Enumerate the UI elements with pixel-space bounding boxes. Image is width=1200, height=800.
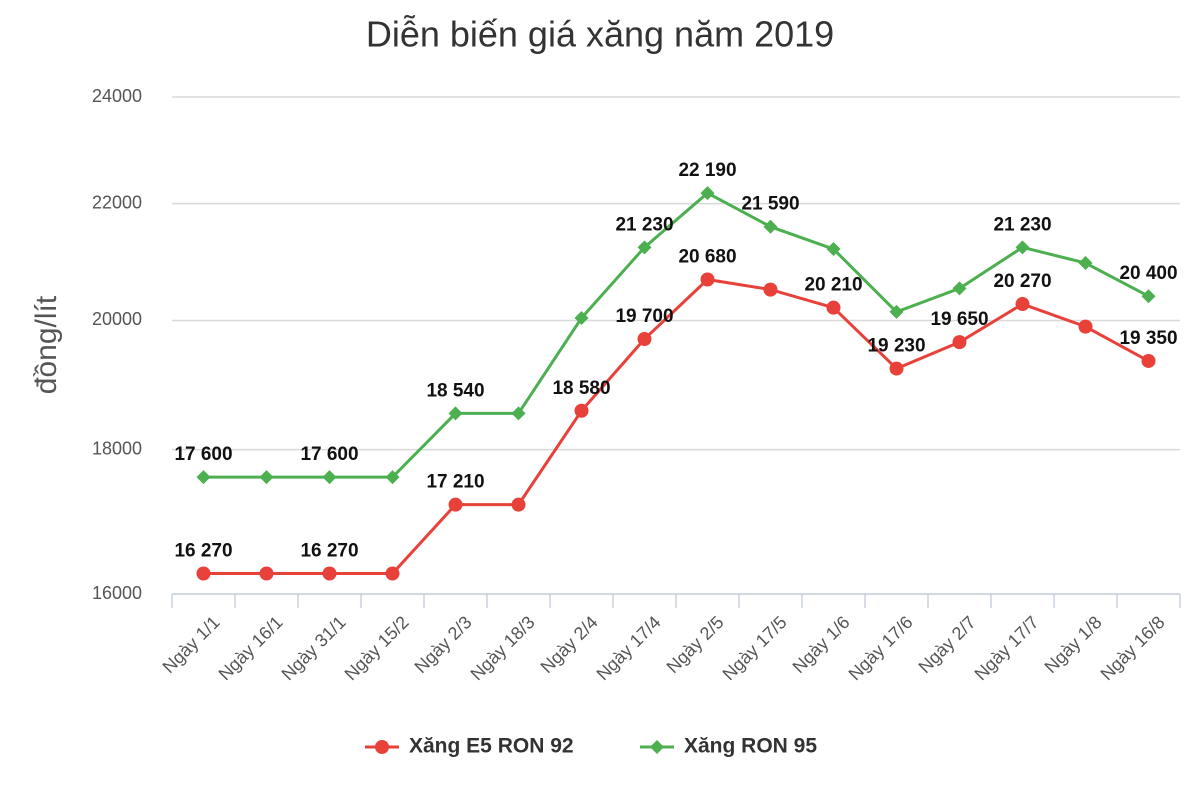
data-label: 20 680 [678, 247, 736, 268]
marker [1015, 297, 1030, 312]
data-label: 21 590 [741, 194, 799, 215]
marker [1141, 289, 1156, 304]
marker [763, 219, 778, 234]
marker [952, 281, 967, 296]
marker [385, 566, 400, 581]
y-tick-label: 22000 [92, 192, 142, 212]
x-tick-label: Ngày 17/4 [593, 612, 665, 684]
marker [259, 566, 274, 581]
marker [196, 470, 211, 485]
legend-item: Xăng RON 95 [640, 735, 817, 758]
marker [448, 497, 463, 512]
data-label: 20 210 [804, 275, 862, 296]
marker [1015, 240, 1030, 255]
legend-item: Xăng E5 RON 92 [365, 735, 574, 758]
data-label: 19 350 [1119, 328, 1177, 349]
marker [322, 566, 337, 581]
marker [763, 282, 778, 297]
marker [952, 335, 967, 350]
marker [889, 304, 904, 319]
data-label: 19 700 [615, 306, 673, 327]
x-tick-label: Ngày 1/6 [789, 612, 854, 677]
marker [375, 740, 389, 754]
data-label: 21 230 [615, 214, 673, 235]
marker [511, 497, 526, 512]
marker [511, 406, 526, 421]
y-tick-label: 16000 [92, 583, 142, 603]
x-tick-label: Ngày 1/8 [1041, 612, 1106, 677]
x-tick-label: Ngày 1/1 [159, 612, 224, 677]
marker [448, 406, 463, 421]
x-tick-label: Ngày 16/8 [1097, 612, 1169, 684]
x-tick-label: Ngày 31/1 [278, 612, 350, 684]
data-label: 20 270 [993, 271, 1051, 292]
marker [700, 186, 715, 201]
marker [385, 470, 400, 485]
data-label: 18 580 [552, 378, 610, 399]
data-label: 17 600 [300, 444, 358, 465]
x-tick-label: Ngày 2/4 [537, 612, 602, 677]
data-label: 19 650 [930, 309, 988, 330]
marker [322, 470, 337, 485]
chart-title: Diễn biến giá xăng năm 2019 [366, 14, 834, 55]
y-tick-label: 20000 [92, 309, 142, 329]
x-tick-label: Ngày 17/6 [845, 612, 917, 684]
y-axis-title: đồng/lít [30, 295, 63, 394]
marker [637, 332, 652, 347]
marker [1078, 319, 1093, 334]
y-tick-label: 18000 [92, 438, 142, 458]
x-tick-label: Ngày 17/7 [971, 612, 1043, 684]
data-label: 22 190 [678, 160, 736, 181]
marker [826, 242, 841, 257]
marker [700, 272, 715, 287]
x-tick-label: Ngày 15/2 [341, 612, 413, 684]
data-label: 17 210 [426, 472, 484, 493]
x-tick-label: Ngày 18/3 [467, 612, 539, 684]
data-label: 16 270 [174, 541, 232, 562]
marker [1141, 353, 1156, 368]
x-tick-label: Ngày 17/5 [719, 612, 791, 684]
x-tick-label: Ngày 2/3 [411, 612, 476, 677]
marker [196, 566, 211, 581]
data-label: 20 400 [1119, 263, 1177, 284]
x-tick-label: Ngày 2/7 [915, 612, 980, 677]
data-label: 21 230 [993, 214, 1051, 235]
line [203, 277, 1150, 575]
marker [259, 470, 274, 485]
marker [637, 240, 652, 255]
y-tick-label: 24000 [92, 86, 142, 106]
x-tick-label: Ngày 2/5 [663, 612, 728, 677]
legend-label: Xăng RON 95 [684, 735, 817, 758]
marker [650, 740, 664, 754]
marker [574, 403, 589, 418]
data-label: 16 270 [300, 541, 358, 562]
legend-label: Xăng E5 RON 92 [409, 735, 574, 758]
x-tick-label: Ngày 16/1 [215, 612, 287, 684]
marker [889, 361, 904, 376]
marker [1078, 256, 1093, 271]
marker [826, 300, 841, 315]
data-label: 17 600 [174, 444, 232, 465]
line [203, 191, 1150, 479]
marker [574, 311, 589, 326]
data-label: 18 540 [426, 380, 484, 401]
data-label: 19 230 [867, 336, 925, 357]
